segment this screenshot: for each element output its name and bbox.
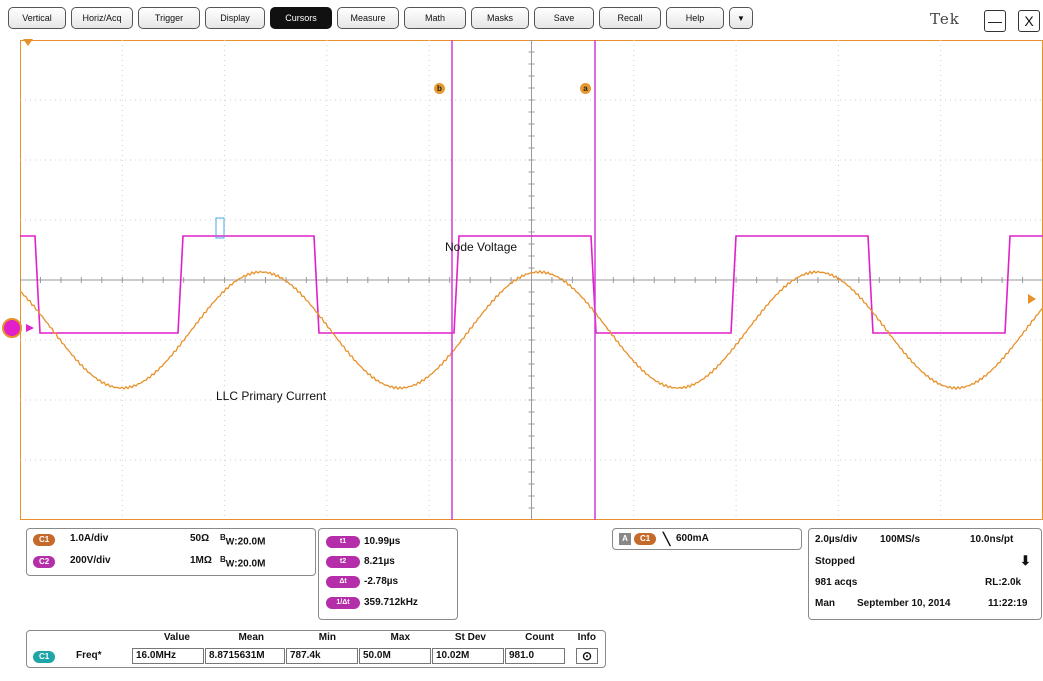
channel2-badge[interactable]: C2 [33, 556, 56, 568]
menu-trigger-button[interactable]: Trigger [138, 7, 200, 29]
cursor-b-label[interactable]: b [434, 83, 445, 94]
meas-header-max: Max [390, 632, 410, 643]
meas-value-current: 16.0MHz [132, 648, 204, 664]
channel-settings-panel[interactable] [26, 528, 316, 576]
channel2-scale: 200V/div [70, 555, 111, 566]
channel2-bandwidth-group: BW:20.0M [220, 555, 266, 570]
trigger-position-marker [23, 39, 33, 46]
channel1-badge[interactable]: C1 [33, 534, 56, 546]
cursor-t2-value: 8.21µs [364, 556, 395, 567]
timebase: 2.0µs/div [815, 534, 858, 545]
trigger-mode-badge: A [619, 533, 631, 545]
meas-value-max: 50.0M [359, 648, 431, 664]
time-resolution: 10.0ns/pt [970, 534, 1014, 545]
acquisition-count: 981 acqs [815, 577, 858, 588]
cursor-inverse-badge: 1/Δt [326, 597, 360, 609]
cursor-t2-badge: t2 [326, 556, 360, 568]
meas-value-mean: 8.8715631M [205, 648, 285, 664]
node-voltage-trace [20, 235, 1043, 334]
menu-save-button[interactable]: Save [534, 7, 594, 29]
meas-value-stdev: 10.02M [432, 648, 504, 664]
channel-markers [2, 318, 34, 338]
cursor-inverse-value: 359.712kHz [364, 597, 418, 608]
primary-current-label: LLC Primary Current [216, 389, 327, 403]
trigger-level: 600mA [676, 533, 709, 544]
meas-header-min: Min [318, 632, 336, 643]
menu-cursors-button[interactable]: Cursors [270, 7, 332, 29]
meas-header-count: Count [525, 632, 554, 643]
trigger-source-badge: C1 [634, 533, 657, 545]
menu-bar: Vertical Horiz/Acq Trigger Display Curso… [0, 0, 1043, 36]
channel2-ground-marker[interactable] [2, 318, 22, 338]
menu-help-button[interactable]: Help [666, 7, 724, 29]
acquisition-state: Stopped [815, 556, 855, 567]
channel2-impedance: 1MΩ [190, 555, 212, 566]
channel2-bw-prefix: B [220, 555, 226, 564]
channel1-arrow-icon [1028, 294, 1036, 304]
meas-header-value: Value [163, 632, 190, 643]
meas-header-mean: Mean [238, 632, 264, 643]
record-length: RL:2.0k [985, 577, 1022, 588]
meas-header-stdev: St Dev [454, 632, 486, 643]
acquisition-mode: Man [815, 598, 835, 609]
meas-info-button[interactable]: ⊙ [576, 648, 598, 664]
cursor-a-label[interactable]: a [580, 83, 591, 94]
graticule-grid [20, 40, 1043, 520]
measurement-name: Freq* [76, 650, 102, 661]
menu-measure-button[interactable]: Measure [337, 7, 399, 29]
channel1-bw-sub: W [225, 536, 235, 547]
channel1-bw-prefix: B [220, 533, 226, 542]
run-stop-arrow-icon: ⬇ [1020, 553, 1031, 568]
tek-logo: Tek [930, 10, 960, 28]
acquisition-time: 11:22:19 [988, 598, 1028, 609]
cursor-delta-badge: Δt [326, 576, 360, 588]
channel1-bandwidth: 20.0M [237, 536, 266, 548]
primary-current-trace [20, 269, 1043, 391]
trigger-position-icon [23, 39, 33, 46]
channel2-bw-sub: W [225, 558, 235, 569]
minimize-button[interactable]: — [984, 10, 1006, 32]
cursor-t1-value: 10.99µs [364, 536, 401, 547]
acquisition-date: September 10, 2014 [857, 598, 951, 609]
trigger-point-marker [215, 217, 225, 239]
channel2-offset-arrow [26, 324, 34, 332]
channel1-right-marker [1028, 294, 1036, 304]
trigger-panel[interactable] [612, 528, 802, 550]
channel2-bandwidth: 20.0M [237, 558, 266, 570]
menu-math-button[interactable]: Math [404, 7, 466, 29]
node-voltage-label: Node Voltage [445, 240, 518, 254]
meas-header-info: Info [577, 632, 596, 643]
cursor-t1-badge: t1 [326, 536, 360, 548]
channel1-impedance: 50Ω [190, 533, 210, 544]
menu-recall-button[interactable]: Recall [599, 7, 661, 29]
menu-horiz-acq-button[interactable]: Horiz/Acq [71, 7, 133, 29]
menu-display-button[interactable]: Display [205, 7, 265, 29]
acquisition-panel[interactable] [808, 528, 1042, 620]
sample-rate: 100MS/s [880, 534, 921, 545]
close-button[interactable]: X [1018, 10, 1040, 32]
menu-dropdown-button[interactable]: ▼ [729, 7, 753, 29]
cursor-delta-value: -2.78µs [364, 576, 399, 587]
menu-vertical-button[interactable]: Vertical [8, 7, 66, 29]
waveform-display[interactable]: Node Voltage LLC Primary Current b a [20, 40, 1043, 520]
meas-value-count: 981.0 [505, 648, 565, 664]
channel1-scale: 1.0A/div [70, 533, 109, 544]
menu-masks-button[interactable]: Masks [471, 7, 529, 29]
measurement-source-badge: C1 [33, 651, 56, 663]
meas-value-min: 787.4k [286, 648, 358, 664]
trigger-slope-icon: ╲ [663, 532, 671, 546]
channel1-bandwidth-group: BW:20.0M [220, 533, 266, 548]
